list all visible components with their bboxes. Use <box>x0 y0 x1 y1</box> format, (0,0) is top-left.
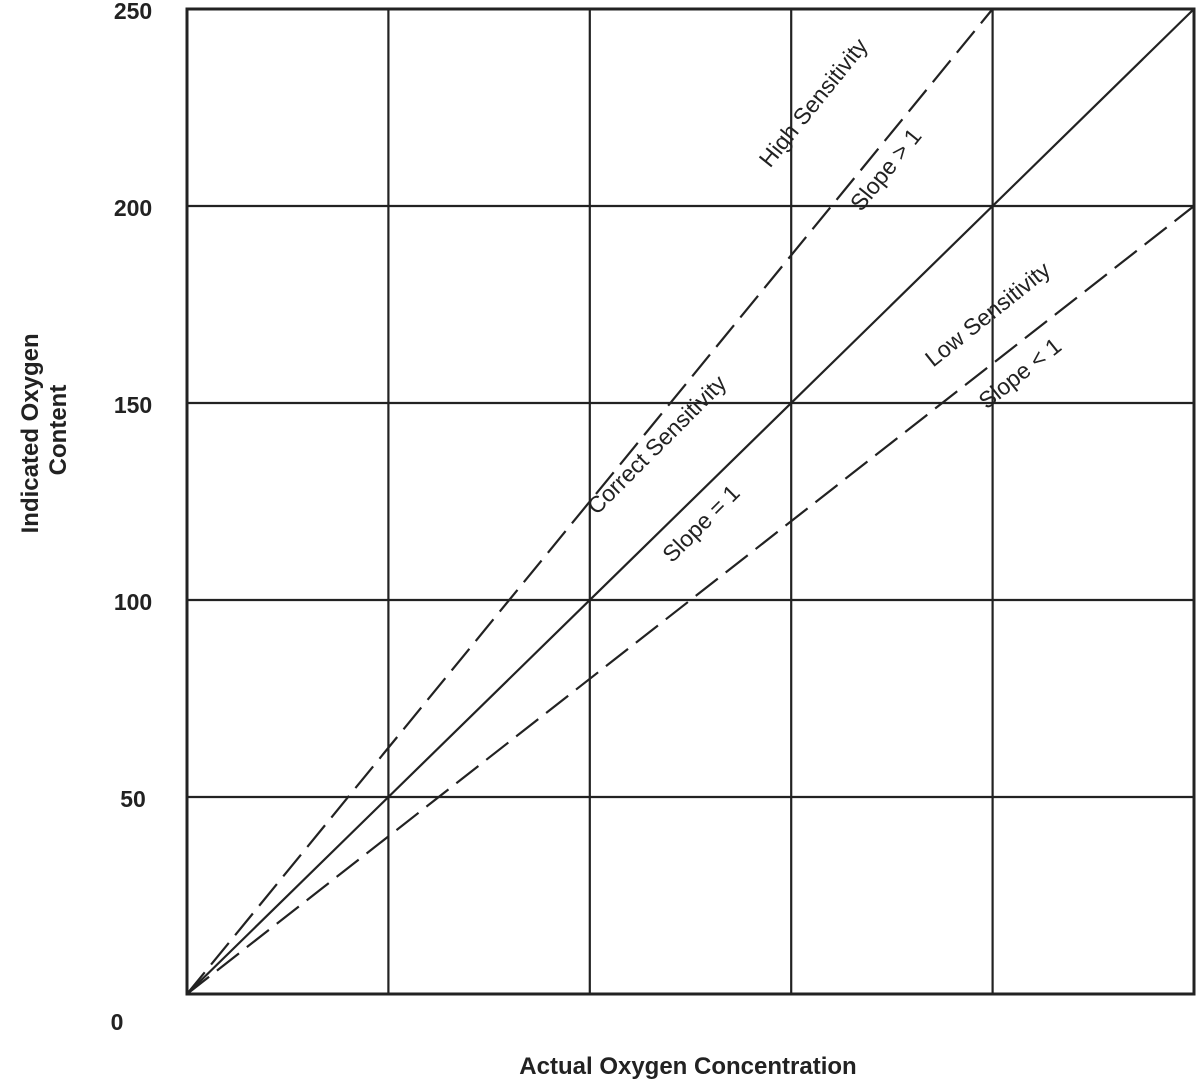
y-axis-title: Indicated Oxygen Content <box>17 327 72 534</box>
x-axis-title: Actual Oxygen Concentration <box>519 1053 856 1080</box>
annotation-label: High Sensitivity <box>754 33 873 172</box>
y-tick-label: 200 <box>114 195 152 221</box>
plot-frame <box>185 7 1196 996</box>
y-tick-label: 150 <box>114 392 152 418</box>
series-line-1 <box>186 8 994 995</box>
grid-layer <box>187 9 1194 994</box>
y-tick-label: 250 <box>114 0 152 24</box>
annotation-label: Slope > 1 <box>845 123 927 215</box>
y-tick-label: 100 <box>114 589 152 615</box>
annotation-label: Slope < 1 <box>973 332 1066 413</box>
series-line-2 <box>186 8 1195 995</box>
y-tick-label: 50 <box>120 786 146 812</box>
y-tick-label: 0 <box>111 1009 124 1035</box>
series-line-3 <box>186 205 1195 995</box>
series-layer <box>186 8 1195 995</box>
y-tick-labels: 0 50 100 150 200 250 <box>111 0 153 1035</box>
